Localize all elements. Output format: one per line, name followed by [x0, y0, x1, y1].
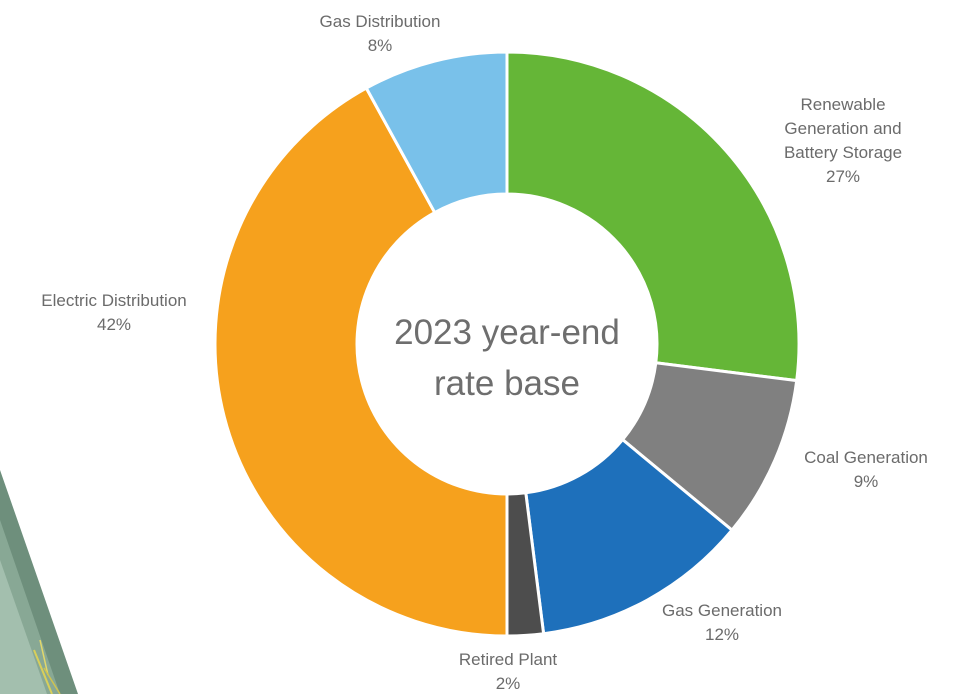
label-gas-distribution: Gas Distribution 8% [320, 12, 441, 55]
label-line-electric-distribution: Electric Distribution [41, 291, 187, 310]
value-label-electric-distribution: 42% [97, 315, 131, 334]
value-label-renewable-generation-and-battery-storage: 27% [826, 167, 860, 186]
labels-layer: Renewable Generation and Battery Storage 27… [41, 12, 928, 693]
value-label-coal-generation: 9% [854, 472, 879, 491]
label-line-coal-generation: Coal Generation [804, 448, 928, 467]
value-label-gas-distribution: 8% [368, 36, 393, 55]
label-line-renewable-generation-and-battery-storage: Renewable [800, 95, 885, 114]
label-line-gas-distribution: Gas Distribution [320, 12, 441, 31]
center-label-line-1: 2023 year-end [394, 313, 620, 352]
label-line-renewable-generation-and-battery-storage: Generation and [784, 119, 901, 138]
value-label-gas-generation: 12% [705, 625, 739, 644]
label-retired-plant: Retired Plant 2% [459, 650, 558, 693]
label-renewable-generation-and-battery-storage: Renewable Generation and Battery Storage 27… [784, 95, 902, 186]
slice-renewable-generation-and-battery-storage [505, 50, 801, 383]
value-label-retired-plant: 2% [496, 674, 521, 693]
slice-electric-distribution [213, 86, 509, 638]
slice-gas-distribution [364, 50, 509, 215]
label-coal-generation: Coal Generation 9% [804, 448, 928, 491]
slices-layer [213, 50, 801, 638]
label-line-retired-plant: Retired Plant [459, 650, 558, 669]
label-gas-generation: Gas Generation 12% [662, 601, 782, 644]
label-line-renewable-generation-and-battery-storage: Battery Storage [784, 143, 902, 162]
center-label-line-2: rate base [434, 364, 580, 403]
label-line-gas-generation: Gas Generation [662, 601, 782, 620]
label-electric-distribution: Electric Distribution 42% [41, 291, 187, 334]
